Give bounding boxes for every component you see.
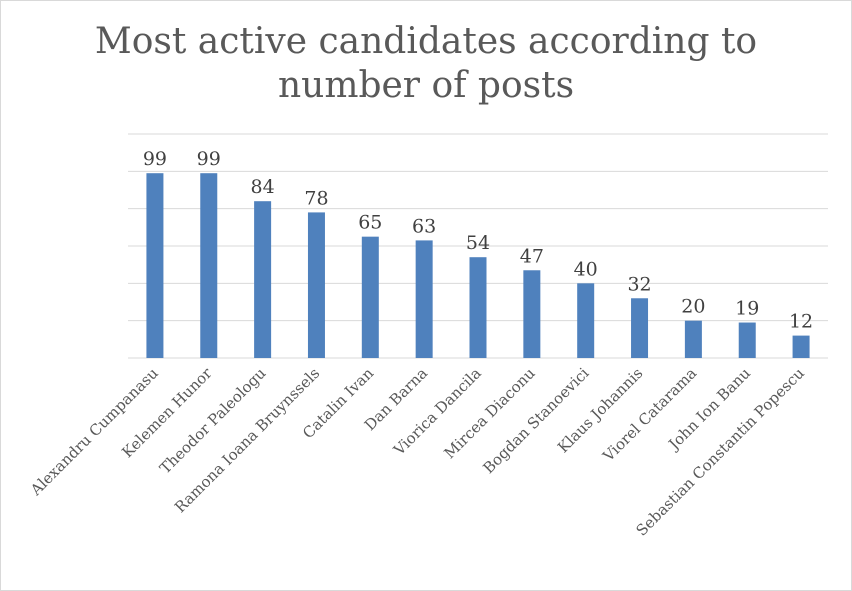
x-tick-label: Mircea Diaconu (440, 364, 538, 462)
data-label: 40 (574, 258, 598, 280)
data-label: 99 (197, 148, 221, 170)
bar (254, 201, 272, 358)
data-label: 20 (681, 296, 705, 318)
chart-title-line-1: Most active candidates according to (94, 21, 758, 62)
x-tick-label: Kelemen Hunor (118, 364, 216, 462)
bar (738, 322, 756, 358)
bar (792, 335, 810, 358)
data-label: 65 (358, 212, 382, 234)
data-label: 54 (466, 232, 490, 254)
bar (200, 173, 218, 358)
bar (469, 257, 487, 358)
chart-title-line-2: number of posts (277, 65, 575, 106)
bar (684, 320, 702, 358)
data-label: 99 (143, 148, 167, 170)
bar (577, 283, 595, 358)
data-label: 32 (627, 273, 651, 295)
chart-title: Most active candidates according to numb… (0, 20, 852, 108)
x-tick-label: Bogdan Stanoevici (479, 364, 592, 477)
data-label: 63 (412, 215, 436, 237)
data-label: 78 (304, 187, 328, 209)
x-tick-label: Viorel Catarama (599, 364, 701, 466)
bar (523, 270, 541, 358)
data-label: 84 (251, 176, 275, 198)
bar (307, 212, 325, 358)
bar (146, 173, 164, 358)
data-label: 47 (520, 245, 544, 267)
bar (361, 236, 379, 358)
bar (631, 298, 649, 358)
data-label: 12 (789, 311, 813, 333)
data-label: 19 (735, 298, 759, 320)
bar (415, 240, 433, 358)
